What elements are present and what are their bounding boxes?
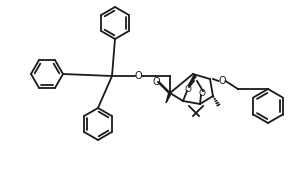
Polygon shape: [166, 93, 171, 103]
Text: O: O: [218, 76, 226, 86]
Text: O: O: [185, 84, 192, 94]
Polygon shape: [188, 75, 196, 86]
Text: O: O: [134, 71, 142, 81]
Text: O: O: [152, 77, 160, 87]
Text: O: O: [199, 89, 206, 97]
